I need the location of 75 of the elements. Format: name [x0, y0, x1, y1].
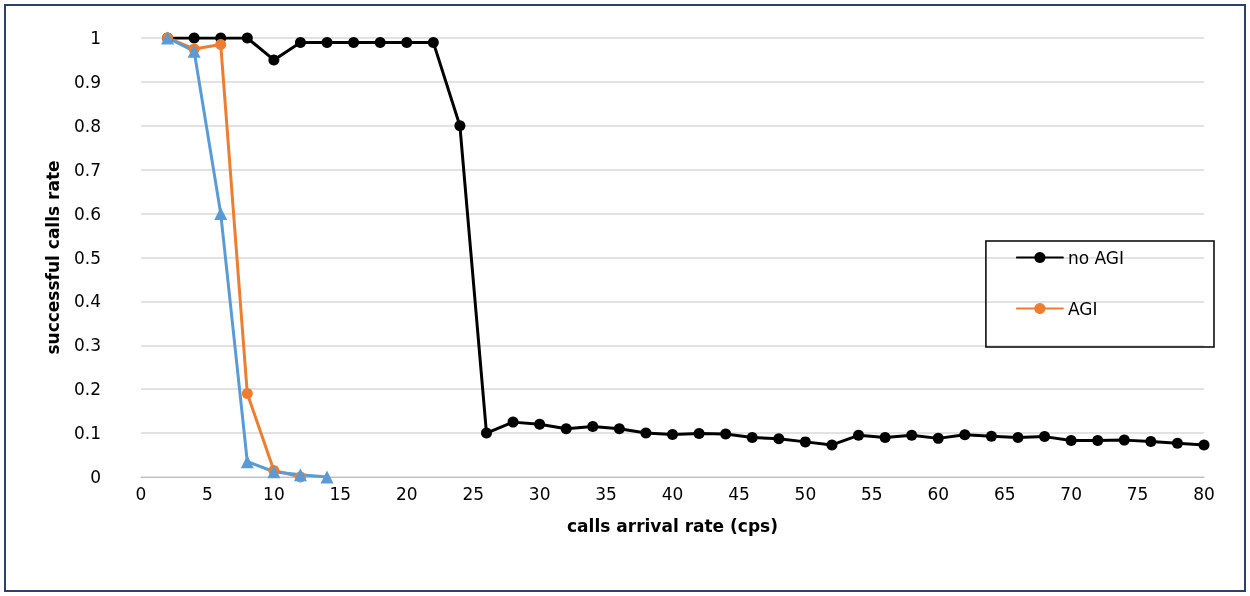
- x-tick-label: 40: [661, 483, 684, 504]
- point: [215, 39, 227, 51]
- point: [1039, 431, 1051, 443]
- x-tick-label: 10: [263, 483, 285, 504]
- y-tick-label: 0.8: [73, 115, 101, 136]
- point: [1198, 439, 1210, 451]
- point: [746, 431, 758, 443]
- y-axis-title: successful calls rate: [42, 160, 63, 355]
- point: [932, 432, 944, 444]
- point: [826, 439, 838, 451]
- x-tick-label: 70: [1060, 483, 1082, 504]
- y-tick-label: 0.3: [73, 335, 101, 356]
- x-tick-label: 35: [595, 483, 617, 504]
- x-tick-label: 45: [728, 483, 750, 504]
- y-tick-label: 0: [90, 467, 101, 487]
- point: [799, 436, 811, 448]
- x-tick-label: 75: [1126, 483, 1149, 504]
- point: [188, 32, 200, 44]
- point: [268, 54, 280, 66]
- x-tick-label: 80: [1193, 483, 1215, 504]
- point: [693, 428, 705, 440]
- point: [1065, 435, 1077, 447]
- x-tick-label: 25: [462, 483, 485, 504]
- y-tick-label: 0.5: [73, 247, 101, 268]
- point: [1145, 435, 1157, 447]
- point: [985, 430, 997, 442]
- y-tick-label: 0.7: [73, 159, 101, 180]
- point: [480, 427, 492, 439]
- point: [214, 207, 228, 221]
- x-tick-label: 30: [528, 483, 551, 504]
- point: [1092, 435, 1104, 447]
- x-tick-label: 15: [329, 483, 352, 504]
- point: [241, 32, 253, 44]
- point: [241, 388, 253, 400]
- point: [773, 433, 785, 445]
- point: [667, 428, 678, 440]
- x-tick-label: 5: [202, 483, 213, 504]
- x-axis-title: calls arrival rate (cps): [567, 515, 778, 536]
- x-tick-label: 20: [395, 483, 418, 504]
- point: [320, 470, 334, 484]
- y-tick-label: 1: [90, 28, 101, 48]
- point: [640, 427, 652, 439]
- point: [906, 429, 918, 441]
- y-tick-label: 0.2: [73, 379, 101, 400]
- point: [613, 423, 625, 435]
- x-tick-label: 50: [794, 483, 817, 504]
- y-tick-label: 0.4: [73, 291, 101, 312]
- x-tick-label: 55: [860, 483, 883, 504]
- point: [587, 421, 599, 433]
- point: [240, 455, 254, 469]
- y-tick-label: 0.9: [73, 71, 101, 92]
- x-tick-label: 60: [927, 483, 950, 504]
- point: [507, 416, 519, 428]
- point: [374, 36, 386, 48]
- point: [454, 120, 466, 132]
- point: [959, 429, 971, 441]
- point: [427, 36, 439, 48]
- legend-label: no AGI: [1067, 247, 1125, 268]
- point: [321, 36, 333, 48]
- y-tick-label: 0.1: [73, 423, 101, 444]
- legend-label: AGI: [1067, 298, 1098, 319]
- point: [294, 36, 306, 48]
- x-tick-label: 0: [135, 483, 147, 504]
- point: [560, 423, 572, 435]
- point: [1012, 431, 1024, 443]
- point: [348, 36, 360, 48]
- point: [1171, 437, 1183, 449]
- x-tick-label: 65: [993, 483, 1016, 504]
- point: [853, 429, 865, 441]
- y-tick-label: 0.6: [73, 203, 101, 224]
- point: [534, 418, 546, 430]
- point: [401, 36, 413, 48]
- point: [1118, 434, 1130, 446]
- point: [720, 428, 732, 440]
- point: [879, 431, 891, 443]
